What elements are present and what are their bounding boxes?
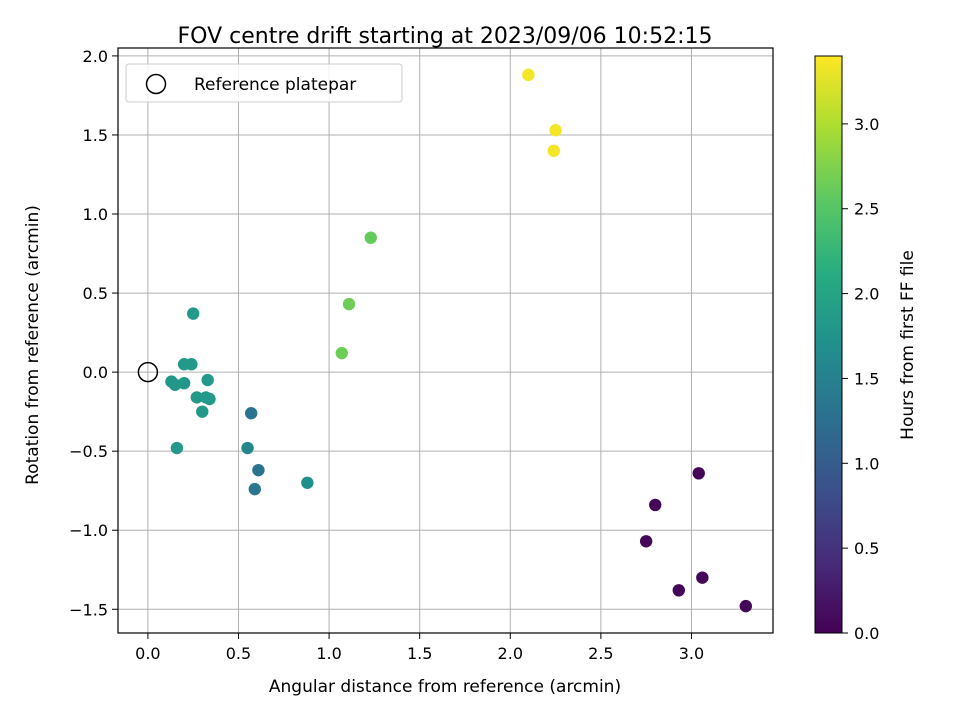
data-point xyxy=(692,467,705,480)
plot-frame xyxy=(117,47,774,634)
x-tick-label: 0.5 xyxy=(226,644,251,663)
x-tick-label: 1.0 xyxy=(316,644,341,663)
data-point xyxy=(203,392,216,406)
data-point xyxy=(244,407,258,420)
data-point xyxy=(639,535,653,548)
data-point xyxy=(649,498,662,512)
data-point xyxy=(248,482,261,496)
y-tick-label: 0.5 xyxy=(83,284,108,303)
colorbar-tick-label: 0.5 xyxy=(854,539,879,558)
x-tick-label: 1.5 xyxy=(407,644,432,663)
colorbar-tick-label: 0.0 xyxy=(854,624,879,643)
colorbar-label: Hours from first FF file xyxy=(898,250,918,440)
x-tick-label: 2.5 xyxy=(588,644,613,663)
data-point xyxy=(672,584,685,597)
colorbar-tick-label: 3.0 xyxy=(854,115,879,134)
data-point xyxy=(547,144,560,157)
data-point xyxy=(549,124,562,137)
x-tick-label: 0.0 xyxy=(135,644,160,663)
y-tick-label: 0.0 xyxy=(83,363,108,382)
colorbar-gradient xyxy=(814,55,843,634)
y-tick-label: 1.5 xyxy=(83,126,108,145)
legend-marker xyxy=(145,73,167,95)
colorbar-tick-label: 2.5 xyxy=(854,200,879,219)
x-axis: 0.0 0.5 1.0 1.5 2.0 2.5 3.0 xyxy=(135,633,704,663)
data-point xyxy=(201,373,214,387)
data-point xyxy=(190,391,204,404)
data-point xyxy=(301,476,314,489)
colorbar: 0.0 0.5 1.0 1.5 2.0 2.5 3.0 Hours from first F… xyxy=(814,55,918,643)
y-tick-label: −1.0 xyxy=(69,521,108,540)
data-point xyxy=(342,297,356,311)
legend-label: Reference platepar xyxy=(194,75,356,95)
data-point xyxy=(252,463,265,477)
data-point xyxy=(739,599,753,613)
reference-point xyxy=(137,361,159,383)
data-point xyxy=(241,441,254,455)
chart-title: FOV centre drift starting at 2023/09/06 … xyxy=(178,24,713,49)
y-tick-label: −1.5 xyxy=(69,600,108,619)
colorbar-tick-label: 1.5 xyxy=(854,369,879,388)
y-tick-label: 1.0 xyxy=(83,205,108,224)
x-tick-label: 3.0 xyxy=(679,644,704,663)
y-axis: −1.5 −1.0 −0.5 0.0 0.5 1.0 1.5 2.0 xyxy=(69,47,118,619)
data-point xyxy=(196,405,209,418)
legend-box xyxy=(125,63,403,103)
data-point xyxy=(522,68,535,82)
data-point xyxy=(170,441,184,455)
grid xyxy=(118,48,773,633)
colorbar-tick-label: 1.0 xyxy=(854,454,879,473)
colorbar-ticks: 0.0 0.5 1.0 1.5 2.0 2.5 3.0 xyxy=(842,115,879,643)
y-axis-label: Rotation from reference (arcmin) xyxy=(23,205,43,485)
data-point xyxy=(696,571,709,584)
y-tick-label: −0.5 xyxy=(69,442,108,461)
data-point xyxy=(186,307,200,320)
y-tick-label: 2.0 xyxy=(83,47,108,66)
scatter-points xyxy=(137,68,753,613)
data-point xyxy=(335,346,348,360)
data-point xyxy=(185,358,198,371)
data-point xyxy=(177,376,191,390)
x-axis-label: Angular distance from reference (arcmin) xyxy=(269,677,621,697)
colorbar-tick-label: 2.0 xyxy=(854,285,879,304)
data-point xyxy=(364,231,377,244)
legend: Reference platepar xyxy=(125,63,403,103)
x-tick-label: 2.0 xyxy=(498,644,523,663)
